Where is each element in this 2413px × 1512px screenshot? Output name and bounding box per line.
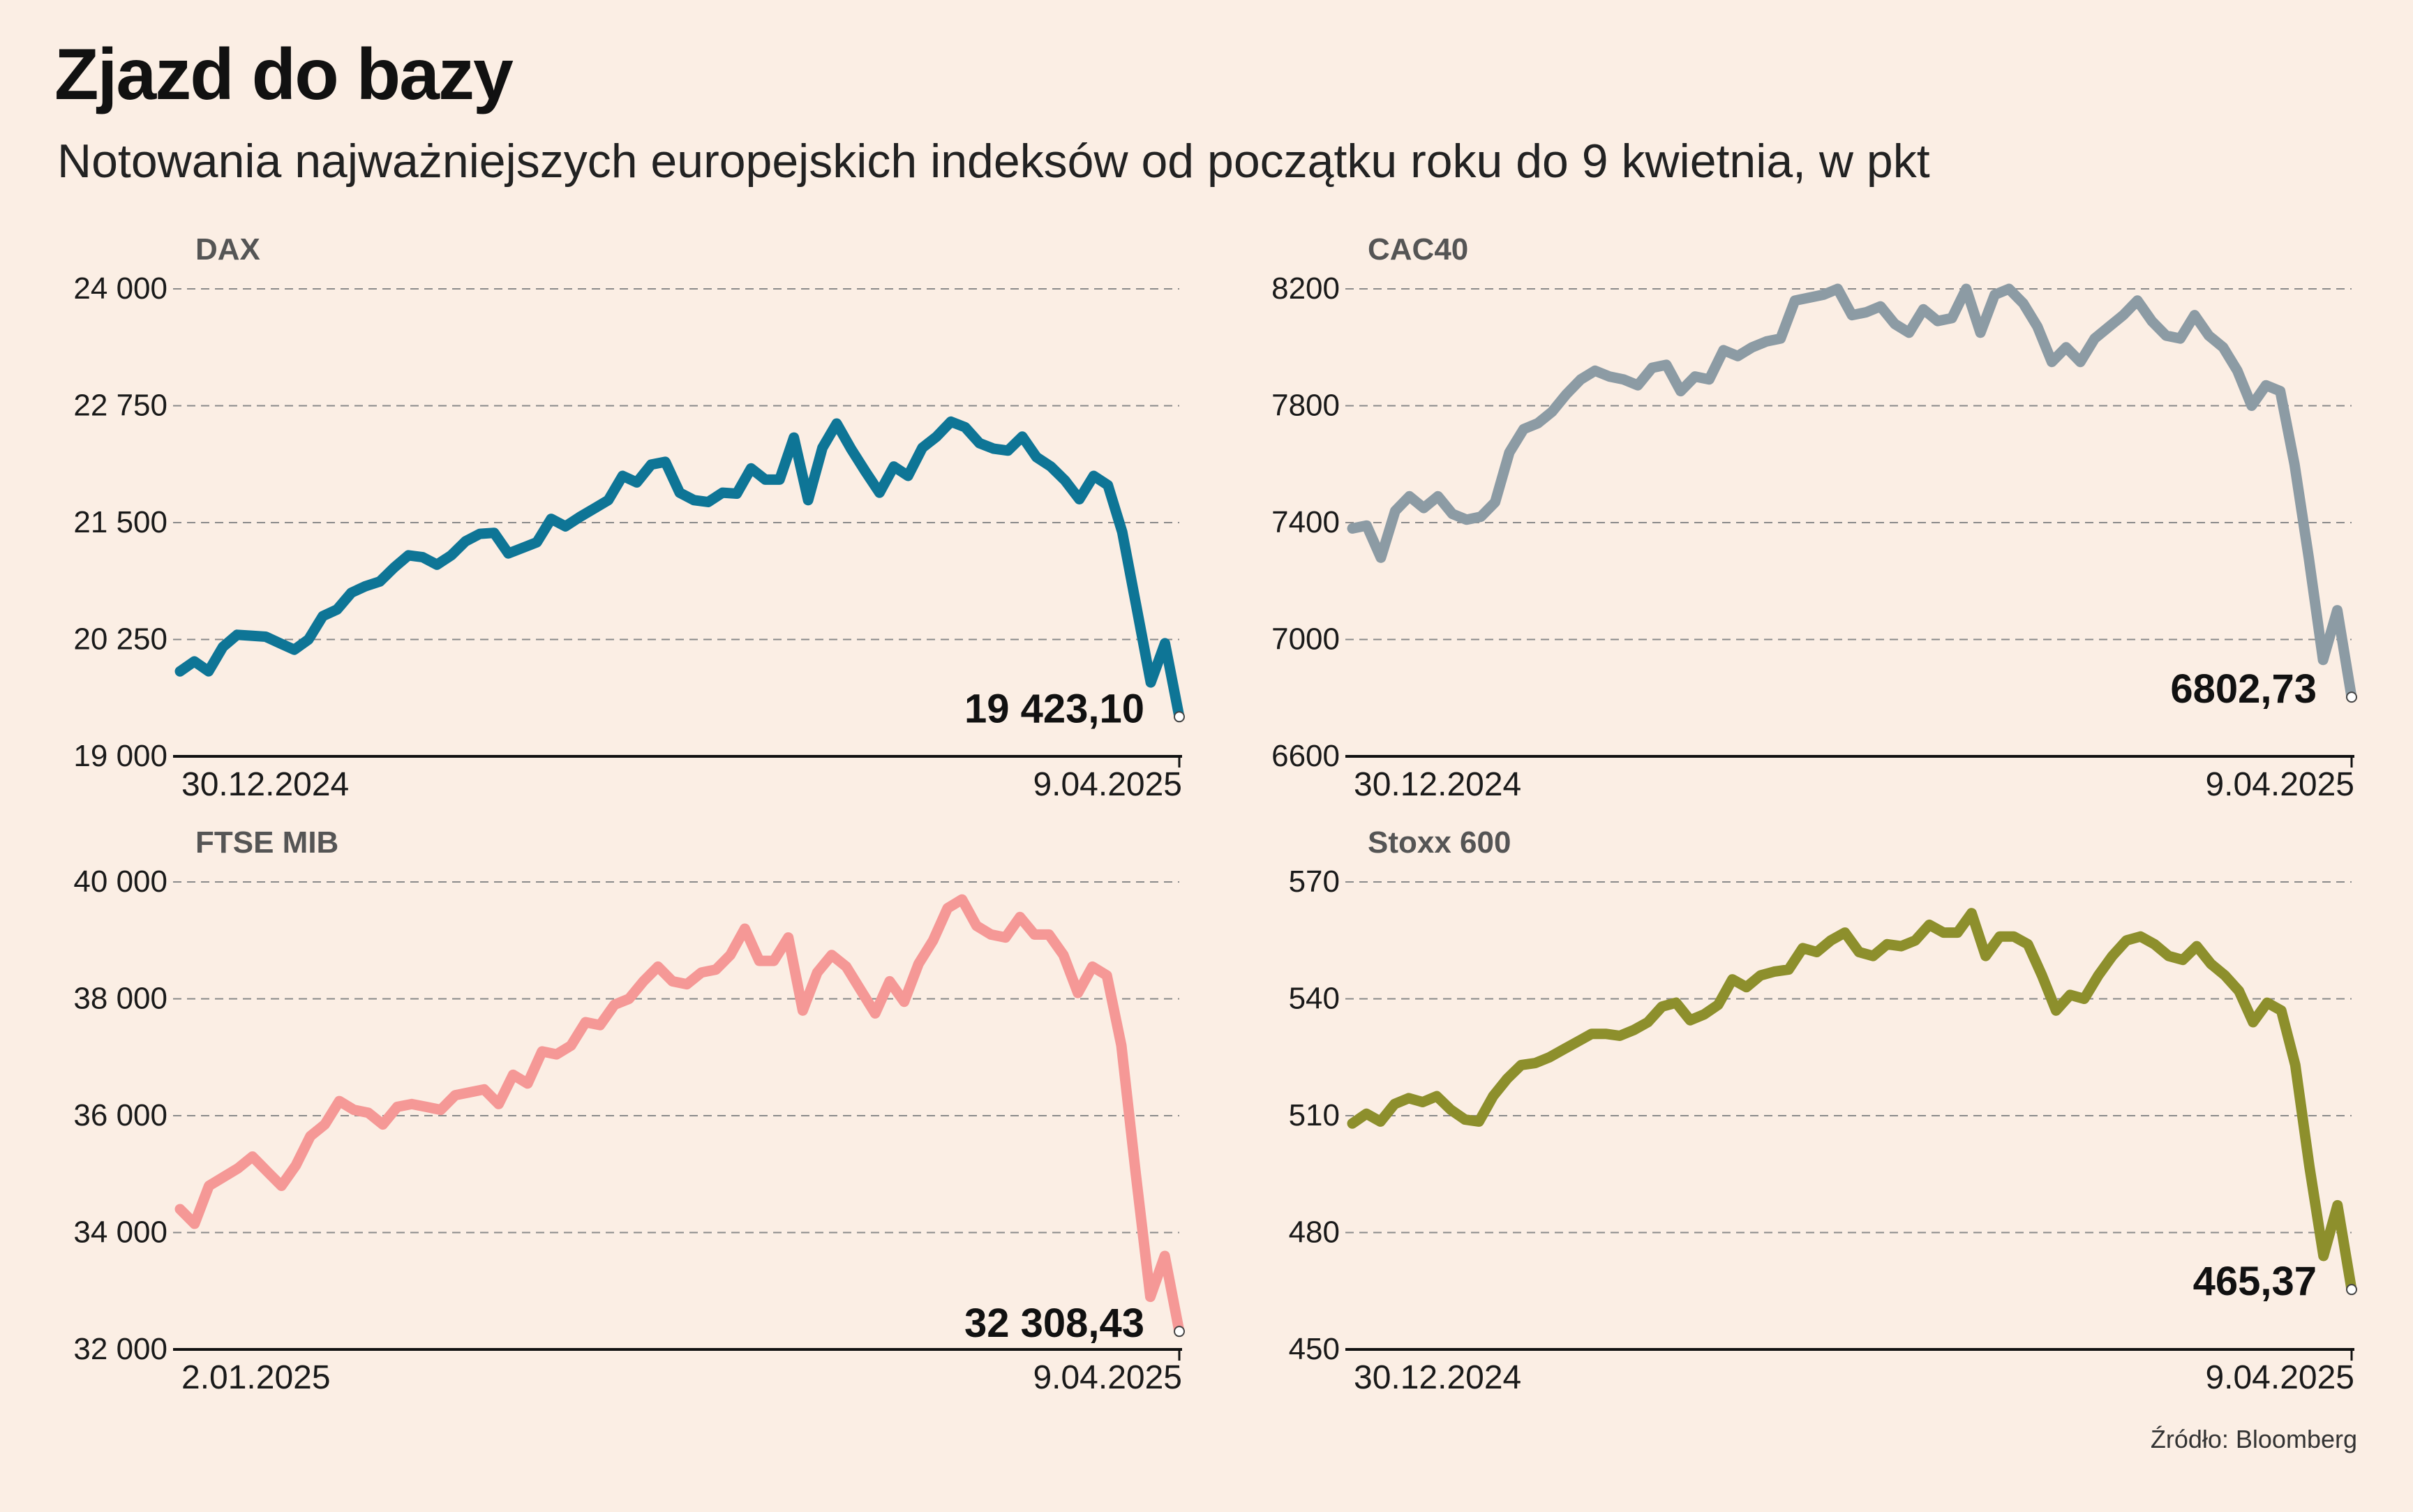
y-tick-label: 570: [1289, 864, 1340, 899]
x-start-label: 30.12.2024: [1354, 766, 1521, 803]
series-name-label: FTSE MIB: [195, 825, 338, 860]
y-tick-label: 6600: [1271, 739, 1340, 773]
last-value-label: 32 308,43: [964, 1301, 1144, 1346]
x-start-label: 30.12.2024: [181, 766, 349, 803]
y-tick-label: 7000: [1271, 622, 1340, 657]
chart-title: Zjazd do bazy: [54, 34, 514, 115]
series-line: [174, 416, 1185, 722]
x-end-label: 9.04.2025: [2205, 766, 2354, 803]
chart-svg: 19 000 20 250 21 500 22 750 24 000 30.12.2024…: [73, 232, 1185, 803]
last-value-label: 465,37: [2193, 1259, 2317, 1304]
y-tick-label: 480: [1289, 1215, 1340, 1250]
y-tick-label: 7800: [1271, 389, 1340, 423]
last-point-marker: [1174, 1326, 1185, 1338]
series-line: [1347, 908, 2357, 1295]
chart-svg: 32 000 34 000 36 000 38 000 40 000 2.01.2025 9…: [73, 825, 1185, 1396]
y-tick-label: 7400: [1271, 505, 1340, 539]
y-tick-label: 19 000: [73, 739, 167, 773]
y-tick-label: 21 500: [73, 505, 167, 539]
y-tick-label: 36 000: [73, 1098, 167, 1132]
x-end-label: 9.04.2025: [1033, 1359, 1182, 1396]
chart-panel-cac40: 6600 7000 7400 7800 8200 30.12.2024 9.04.2025 C…: [1172, 230, 2373, 830]
y-tick-label: 8200: [1271, 271, 1340, 306]
chart-svg: 6600 7000 7400 7800 8200 30.12.2024 9.04.2025 C…: [1271, 232, 2357, 803]
last-point-marker: [2346, 691, 2357, 703]
y-tick-label: 510: [1289, 1098, 1340, 1132]
y-tick-label: 40 000: [73, 864, 167, 899]
chart-panel-stoxx-600: 450 480 510 540 570 30.12.2024 9.04.2025 Stoxx …: [1172, 823, 2373, 1423]
y-tick-label: 540: [1289, 982, 1340, 1016]
y-tick-label: 38 000: [73, 982, 167, 1016]
series-name-label: Stoxx 600: [1368, 825, 1511, 860]
last-value-label: 19 423,10: [964, 686, 1144, 731]
y-tick-label: 450: [1289, 1332, 1340, 1366]
x-end-label: 9.04.2025: [2205, 1359, 2354, 1396]
series-line: [174, 894, 1185, 1337]
chart-subtitle: Notowania najważniejszych europejskich i…: [57, 135, 1930, 188]
x-start-label: 30.12.2024: [1354, 1359, 1521, 1396]
chart-panel-dax: 19 000 20 250 21 500 22 750 24 000 30.12.2024…: [0, 230, 1200, 830]
y-tick-label: 24 000: [73, 271, 167, 306]
last-value-label: 6802,73: [2170, 666, 2317, 712]
last-point-marker: [1174, 711, 1185, 723]
y-tick-label: 32 000: [73, 1332, 167, 1366]
series-name-label: DAX: [195, 232, 260, 267]
x-end-label: 9.04.2025: [1033, 766, 1182, 803]
last-point-marker: [2346, 1284, 2357, 1296]
chart-panel-ftse-mib: 32 000 34 000 36 000 38 000 40 000 2.01.2025 9…: [0, 823, 1200, 1423]
chart-svg: 450 480 510 540 570 30.12.2024 9.04.2025 Stoxx …: [1289, 825, 2357, 1396]
series-line: [1347, 283, 2357, 703]
y-tick-label: 22 750: [73, 389, 167, 423]
y-tick-label: 20 250: [73, 622, 167, 657]
series-name-label: CAC40: [1368, 232, 1468, 267]
x-start-label: 2.01.2025: [181, 1359, 331, 1396]
source-note: Źródło: Bloomberg: [2150, 1425, 2357, 1453]
y-tick-label: 34 000: [73, 1215, 167, 1250]
